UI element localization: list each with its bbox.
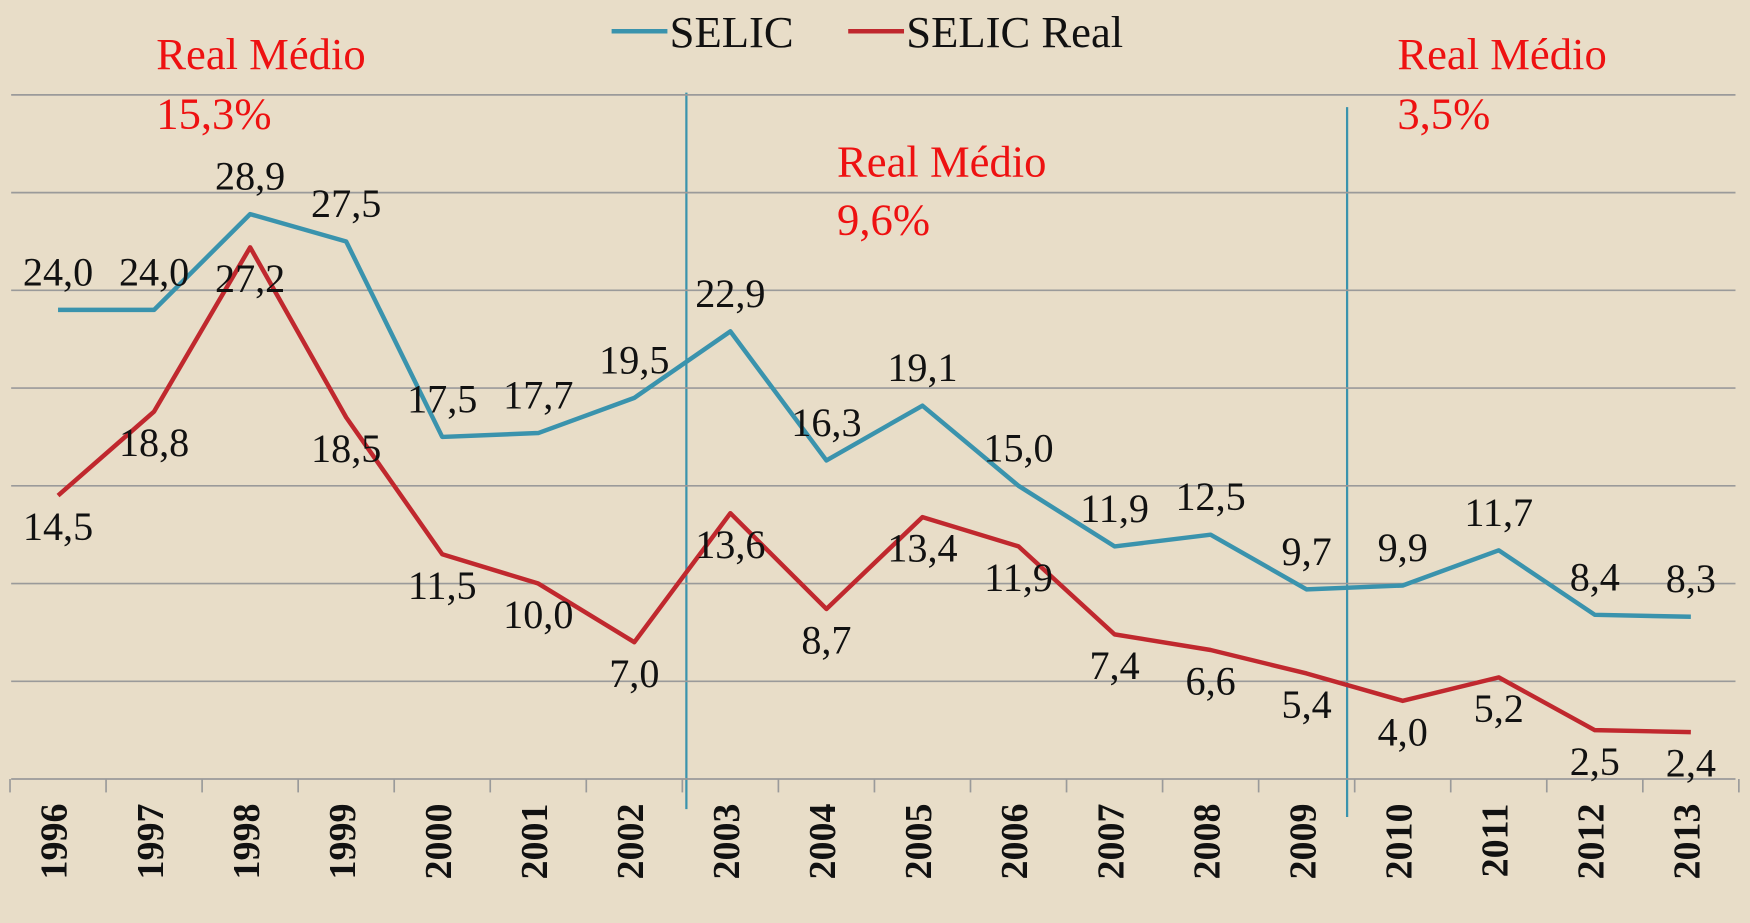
data-label: 15,0 [983, 425, 1053, 470]
data-label: 5,2 [1474, 686, 1524, 731]
annotation-title: Real Médio [156, 29, 365, 79]
data-label: 19,1 [887, 345, 957, 390]
legend-label: SELIC [670, 7, 794, 57]
data-label: 11,9 [984, 555, 1053, 600]
data-label: 7,0 [609, 651, 659, 696]
annotation-title: Real Médio [837, 136, 1046, 186]
data-label: 12,5 [1175, 474, 1245, 519]
data-label: 7,4 [1089, 643, 1139, 688]
x-tick-label: 2002 [610, 804, 652, 880]
series-line [58, 211, 1691, 620]
x-tick-label: 2011 [1474, 804, 1516, 878]
annotation-title: Real Médio [1397, 29, 1606, 79]
data-label: 8,7 [801, 618, 851, 663]
x-tick-label: 1999 [322, 804, 364, 880]
data-label: 11,9 [1080, 486, 1149, 531]
data-label: 24,0 [119, 249, 189, 294]
x-tick-label: 1998 [226, 804, 268, 880]
data-label: 17,7 [503, 372, 573, 417]
data-label: 28,9 [215, 154, 285, 199]
data-label: 27,2 [215, 256, 285, 301]
x-tick-label: 2010 [1378, 804, 1420, 880]
data-label: 18,5 [311, 426, 381, 471]
data-label: 13,4 [887, 526, 957, 571]
data-label: 11,7 [1464, 490, 1533, 535]
legend-label: SELIC Real [906, 7, 1123, 57]
series-line [56, 245, 1691, 735]
data-label: 2,5 [1570, 739, 1620, 784]
x-tick-label: 1997 [130, 804, 172, 880]
data-label: 4,0 [1378, 709, 1428, 754]
x-tick-label: 2013 [1667, 804, 1709, 880]
x-tick-label: 2003 [706, 804, 748, 880]
data-label: 11,5 [408, 563, 477, 608]
annotation-value: 9,6% [837, 194, 930, 244]
data-label: 10,0 [503, 592, 573, 637]
data-label: 18,8 [119, 420, 189, 465]
data-label: 16,3 [791, 400, 861, 445]
data-label: 6,6 [1186, 659, 1236, 704]
data-label: 24,0 [23, 249, 93, 294]
x-tick-label: 2007 [1090, 804, 1132, 880]
x-tick-label: 2005 [898, 804, 940, 880]
annotation-value: 3,5% [1397, 88, 1490, 138]
x-tick-label: 2004 [802, 804, 844, 880]
x-tick-label: 2001 [514, 804, 556, 880]
data-label: 8,4 [1570, 554, 1620, 599]
x-tick-label: 2009 [1282, 804, 1324, 880]
x-tick-label: 2012 [1571, 804, 1613, 880]
data-label: 27,5 [311, 181, 381, 226]
data-label: 8,3 [1666, 556, 1716, 601]
data-label: 22,9 [695, 271, 765, 316]
data-label: 19,5 [599, 337, 669, 382]
data-label: 9,9 [1378, 525, 1428, 570]
x-tick-label: 2008 [1186, 804, 1228, 880]
data-label: 14,5 [23, 504, 93, 549]
data-label: 9,7 [1282, 529, 1332, 574]
x-tick-label: 2006 [994, 804, 1036, 880]
data-label: 17,5 [407, 376, 477, 421]
x-tick-label: 2000 [418, 804, 460, 880]
annotation-value: 15,3% [156, 88, 271, 138]
x-tick-label: 1996 [34, 804, 76, 880]
data-label: 2,4 [1666, 741, 1716, 786]
data-label: 13,6 [695, 522, 765, 567]
data-label: 5,4 [1282, 682, 1332, 727]
